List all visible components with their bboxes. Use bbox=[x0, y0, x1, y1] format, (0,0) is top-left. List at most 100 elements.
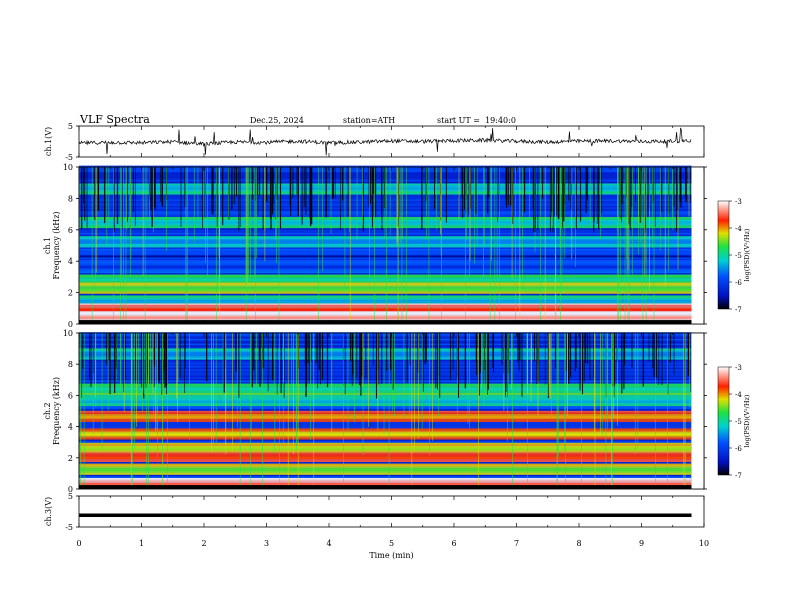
ch2-spec-band-row bbox=[79, 449, 692, 451]
ch1-spec-band-1p4khz bbox=[79, 301, 692, 304]
ch1-spec-band-row bbox=[79, 280, 692, 283]
ch1-spec-band-row bbox=[79, 292, 692, 294]
ch1-spec-band-row bbox=[79, 296, 692, 299]
ch1-spec-ytick-label: 8 bbox=[68, 194, 73, 203]
ch2-spec-band-row bbox=[79, 479, 692, 482]
ch2-spec-band-row bbox=[79, 413, 692, 416]
ch1-spec-ytick-label: 0 bbox=[68, 320, 73, 329]
x-tick-label: 0 bbox=[76, 539, 81, 548]
ch2-spec-band-row bbox=[79, 404, 692, 406]
ch2-spec-band-row bbox=[79, 385, 692, 387]
ch2-spec-ytick-label: 2 bbox=[68, 454, 73, 463]
ch2-spec-band-row bbox=[79, 365, 692, 368]
ch2-spec-band-row bbox=[79, 396, 692, 398]
x-tick-label: 2 bbox=[201, 539, 206, 548]
ch2-spec-band-row bbox=[79, 337, 692, 339]
ch2-spec-band-row bbox=[79, 375, 692, 378]
ch2-spec-band-row bbox=[79, 471, 692, 474]
ch2-spec-band-row bbox=[79, 439, 692, 442]
date-label: Dec.25, 2024 bbox=[250, 116, 304, 125]
ch1-spec-ytick-label: 10 bbox=[63, 163, 73, 172]
ch2-spec-band-row bbox=[79, 445, 692, 448]
ch2-spec-band-row bbox=[79, 409, 692, 411]
x-tick-label: 4 bbox=[326, 539, 331, 548]
ch2-spec-ytick-label: 4 bbox=[68, 423, 73, 432]
ch1-spec-ytick-label: 2 bbox=[68, 289, 73, 298]
ch2-spec-band-row bbox=[79, 389, 692, 392]
ch1-spec-band-row bbox=[79, 304, 692, 307]
chart-title: VLF Spectra bbox=[80, 113, 150, 126]
ch1-spec-band-row bbox=[79, 245, 692, 248]
ch1-spec-ytick-label: 6 bbox=[68, 226, 73, 235]
ch2-spec-band-row bbox=[79, 377, 692, 379]
ch2-spec-band-row bbox=[79, 474, 692, 477]
ch2-spec-band-row bbox=[79, 362, 692, 365]
ch2-spec-low-freq-strip bbox=[79, 485, 692, 489]
x-axis-label: Time (min) bbox=[369, 551, 413, 560]
ch1-spec-colorbar-tick-label: -7 bbox=[735, 306, 742, 314]
ch1-spec-band-row bbox=[79, 298, 692, 301]
x-tick-label: 6 bbox=[451, 539, 456, 548]
ch2-spec-band-row bbox=[79, 428, 692, 430]
ch2-spec-colorbar-tick-label: -6 bbox=[735, 445, 742, 453]
ch2-spec-band-row bbox=[79, 450, 692, 453]
ch1-spec-colorbar bbox=[717, 200, 730, 310]
ch2-spec-band-row bbox=[79, 429, 692, 432]
ch2-spec-band-row bbox=[79, 434, 692, 437]
ch1-spec-band-row bbox=[79, 314, 692, 317]
ch2-spec-band-row bbox=[79, 437, 692, 440]
ch2-spec-band-row bbox=[79, 370, 692, 373]
ch2-spec-ytick-label: 0 bbox=[68, 485, 73, 494]
ch2-spec-band-row bbox=[79, 341, 692, 344]
ch2-spec-band-row bbox=[79, 345, 692, 347]
ch2-spec-band-row bbox=[79, 407, 692, 410]
ch2-spec-band-row bbox=[79, 465, 692, 467]
ch2-spec-band-row bbox=[79, 356, 692, 358]
ch2-spec-band-row bbox=[79, 421, 692, 424]
ch1-spec-ytick-label: 4 bbox=[68, 257, 73, 266]
ch1-spec-band-row bbox=[79, 258, 692, 261]
ch2-spec-band-row bbox=[79, 431, 692, 434]
ch2-spec-band-row bbox=[79, 346, 692, 349]
ch1-spec-channel-label: ch.1 bbox=[43, 237, 52, 254]
ch2-spec-empty-margin bbox=[691, 333, 704, 489]
ch2-spec-band-2khz bbox=[79, 456, 692, 459]
ch1-spec-band-row bbox=[79, 306, 692, 309]
ch1-spec-band-row bbox=[79, 272, 692, 275]
ch2-spec-band-row bbox=[79, 361, 692, 363]
ch2-spec-band-row bbox=[79, 402, 692, 405]
ch2-spec-band-row bbox=[79, 477, 692, 480]
ch2-spec-band-row bbox=[79, 441, 692, 443]
ch2-spec-band-row bbox=[79, 405, 692, 408]
ch1-wave-trace bbox=[78, 127, 692, 156]
ch1-spec-band-0p9khz bbox=[79, 308, 692, 311]
ch2-spec-band-row bbox=[79, 338, 692, 341]
ch1-spec-band-row bbox=[79, 276, 692, 278]
ch1-spec-band-2p8khz bbox=[79, 279, 692, 282]
ch1-spec-band-row bbox=[79, 303, 692, 305]
ch1-spec-ylabel: Frequency (kHz) bbox=[52, 211, 61, 279]
ch2-spec-band-row bbox=[79, 372, 692, 374]
ch2-spec-band-row bbox=[79, 468, 692, 470]
ch1-spec-band-row bbox=[79, 253, 692, 256]
ch1-spec-band-row bbox=[79, 269, 692, 272]
ch2-spec-band-row bbox=[79, 357, 692, 360]
ch1-spec-low-freq-strip bbox=[79, 320, 692, 324]
ch1-spec-band-row bbox=[79, 252, 692, 254]
ch2-spec-band-8p6khz bbox=[79, 353, 692, 356]
ch1-spec-band-row bbox=[79, 261, 692, 264]
ch1-spec-colorbar-tick-label: -4 bbox=[735, 225, 742, 233]
x-tick-label: 10 bbox=[699, 539, 709, 548]
ch1-spec-band-row bbox=[79, 263, 692, 265]
ch2-spec-band-row bbox=[79, 381, 692, 384]
ch2-spec-band-6p4khz bbox=[79, 388, 692, 391]
ch2-spec-band-row bbox=[79, 397, 692, 400]
ch1-spec-band-row bbox=[79, 284, 692, 286]
x-tick-label: 7 bbox=[514, 539, 519, 548]
ch2-spec-band-1p2khz bbox=[79, 469, 692, 472]
ch1-spec-band-row bbox=[79, 290, 692, 293]
ch1-spec-band-row bbox=[79, 264, 692, 267]
ch2-spec-band-row bbox=[79, 340, 692, 342]
ch2-spec-band-3p5khz bbox=[79, 433, 692, 436]
